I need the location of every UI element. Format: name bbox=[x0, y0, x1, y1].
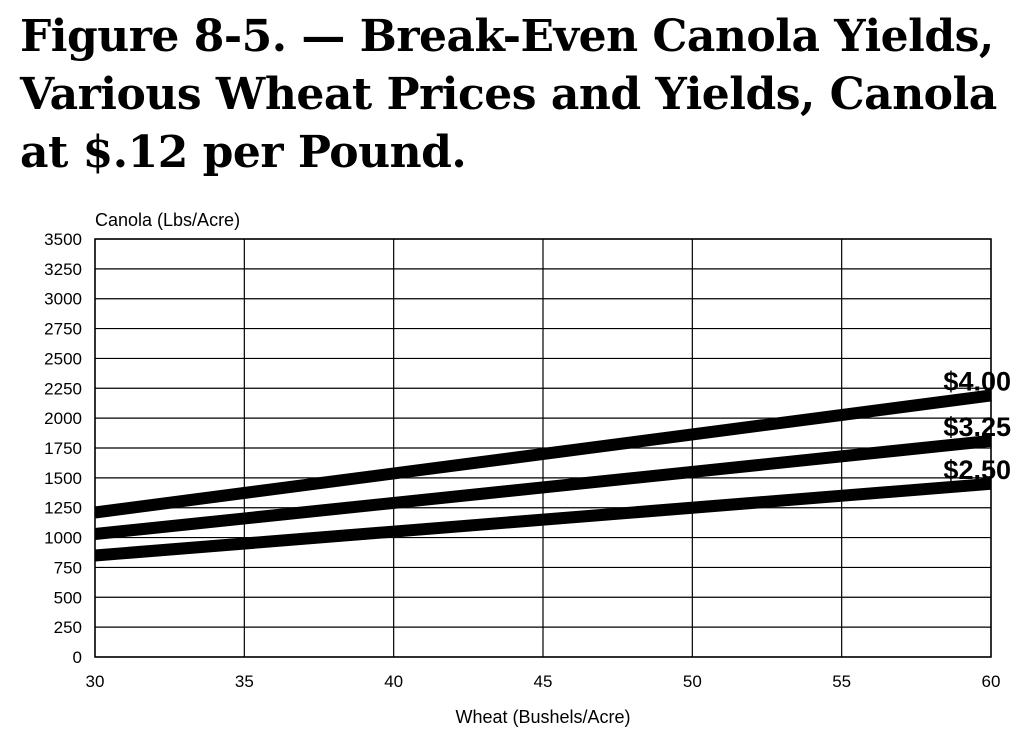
x-tick-label: 30 bbox=[86, 672, 105, 691]
y-tick-label: 3000 bbox=[44, 290, 82, 309]
y-tick-label: 500 bbox=[54, 588, 82, 607]
x-tick-label: 60 bbox=[982, 672, 1001, 691]
x-axis-label: Wheat (Bushels/Acre) bbox=[455, 707, 630, 727]
series-labels: $4.00 $3.25 $2.50 bbox=[943, 366, 1011, 484]
y-tick-label: 1000 bbox=[44, 529, 82, 548]
y-tick-label: 1500 bbox=[44, 469, 82, 488]
series-line bbox=[94, 434, 992, 540]
series-end-label: $2.50 bbox=[943, 455, 1011, 485]
plot-frame bbox=[94, 238, 992, 658]
y-tick-label: 2750 bbox=[44, 320, 82, 339]
series-line bbox=[94, 477, 992, 562]
x-tick-label: 35 bbox=[235, 672, 254, 691]
chart-title: Figure 8-5. — Break-Even Canola Yields, … bbox=[20, 11, 997, 178]
y-tick-label: 1250 bbox=[44, 499, 82, 518]
y-tick-label: 2250 bbox=[44, 379, 82, 398]
x-tick-label: 45 bbox=[534, 672, 553, 691]
x-tick-label: 50 bbox=[683, 672, 702, 691]
x-tick-label: 55 bbox=[832, 672, 851, 691]
grid bbox=[94, 238, 992, 658]
y-tick-label: 2000 bbox=[44, 409, 82, 428]
y-tick-label: 1750 bbox=[44, 439, 82, 458]
y-tick-label: 250 bbox=[54, 618, 82, 637]
y-axis-label: Canola (Lbs/Acre) bbox=[95, 210, 240, 230]
series-line bbox=[94, 389, 992, 519]
series-lines bbox=[94, 389, 992, 562]
y-tick-label: 750 bbox=[54, 558, 82, 577]
series-end-label: $3.25 bbox=[943, 412, 1011, 442]
series-end-label: $4.00 bbox=[943, 366, 1011, 396]
x-tick-label: 40 bbox=[384, 672, 403, 691]
axis-ticks: 0 250 500 750 1000 1250 1500 1750 2000 2250 2500 27… bbox=[44, 230, 1000, 691]
y-tick-label: 3250 bbox=[44, 260, 82, 279]
y-tick-label: 3500 bbox=[44, 230, 82, 249]
y-tick-label: 2500 bbox=[44, 349, 82, 368]
y-tick-label: 0 bbox=[73, 648, 82, 667]
